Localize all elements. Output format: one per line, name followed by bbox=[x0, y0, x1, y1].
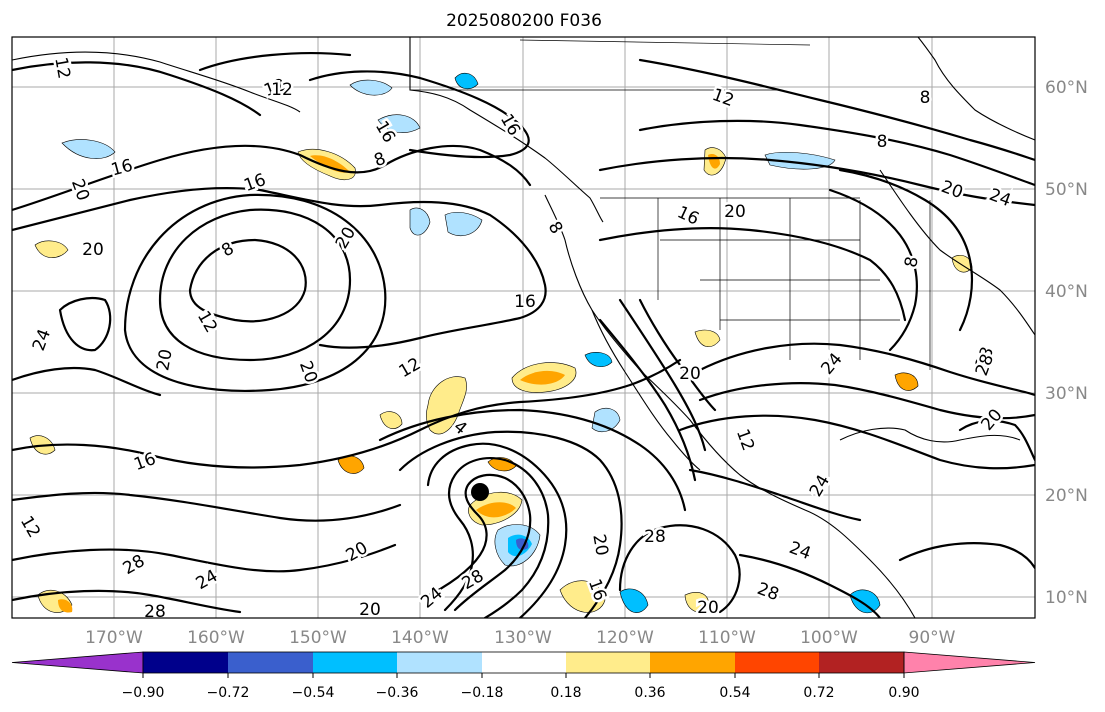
lat-label-10n: 10°N bbox=[1045, 588, 1088, 608]
longitude-labels: 170°W 160°W 150°W 140°W 130°W 120°W 110°… bbox=[85, 628, 956, 648]
colorbar-label: 0.54 bbox=[719, 685, 750, 701]
lon-label-160w: 160°W bbox=[187, 628, 245, 648]
contour-label: 8 bbox=[920, 88, 931, 108]
contour-label: 12 bbox=[50, 56, 73, 81]
lon-label-90w: 90°W bbox=[909, 628, 956, 648]
lon-label-170w: 170°W bbox=[85, 628, 143, 648]
colorbar-label: −0.72 bbox=[207, 685, 250, 701]
contour-label: 28 bbox=[644, 527, 666, 547]
map-title: 2025080200 F036 bbox=[446, 11, 602, 31]
colorbar-segment bbox=[482, 652, 566, 673]
colorbar-extend-low bbox=[11, 651, 144, 674]
lon-label-100w: 100°W bbox=[800, 628, 858, 648]
latitude-labels: 60°N 50°N 40°N 30°N 20°N 10°N bbox=[1045, 78, 1088, 608]
colorbar-segment bbox=[313, 652, 397, 673]
contour-label: 20 bbox=[724, 202, 746, 222]
contour-lines bbox=[12, 52, 1035, 618]
colorbar-label: 0.72 bbox=[803, 685, 834, 701]
colorbar-label: 0.36 bbox=[634, 685, 665, 701]
contour-label: 12 bbox=[271, 80, 293, 100]
colorbar-label: −0.54 bbox=[292, 685, 335, 701]
colorbar-label: −0.90 bbox=[122, 685, 165, 701]
colorbar-label: 0.18 bbox=[550, 685, 581, 701]
contour-label: 8 bbox=[877, 132, 888, 152]
lon-label-140w: 140°W bbox=[391, 628, 449, 648]
contour-label: 16 bbox=[514, 292, 536, 312]
contour-label: 20 bbox=[697, 598, 719, 618]
colorbar-segments bbox=[11, 651, 1036, 674]
colorbar: −0.90 −0.72 −0.54 −0.36 −0.18 0.18 0.36 … bbox=[11, 651, 1036, 701]
colorbar-segment bbox=[819, 652, 904, 673]
colorbar-label: −0.18 bbox=[461, 685, 504, 701]
colorbar-segment bbox=[397, 652, 482, 673]
state-borders bbox=[410, 39, 931, 370]
colorbar-segment bbox=[735, 652, 819, 673]
colorbar-segment bbox=[566, 652, 650, 673]
colorbar-outline bbox=[142, 651, 905, 674]
lat-label-20n: 20°N bbox=[1045, 486, 1088, 506]
lat-label-50n: 50°N bbox=[1045, 180, 1088, 200]
contour-label: 20 bbox=[82, 240, 104, 260]
contour-label: 28 bbox=[144, 602, 166, 622]
lon-label-120w: 120°W bbox=[596, 628, 654, 648]
lat-label-60n: 60°N bbox=[1045, 78, 1088, 98]
colorbar-label: 0.90 bbox=[888, 685, 919, 701]
colorbar-segment bbox=[143, 652, 228, 673]
lat-label-30n: 30°N bbox=[1045, 384, 1088, 404]
lat-label-40n: 40°N bbox=[1045, 282, 1088, 302]
colorbar-extend-high bbox=[903, 651, 1036, 674]
contour-label: 20 bbox=[679, 364, 701, 384]
storm-center-marker bbox=[471, 483, 489, 501]
coastlines bbox=[12, 37, 1035, 618]
colorbar-label: −0.36 bbox=[376, 685, 419, 701]
contour-label: 20 bbox=[359, 600, 381, 620]
lon-label-130w: 130°W bbox=[494, 628, 552, 648]
colorbar-segment bbox=[650, 652, 735, 673]
contour-label: 20 bbox=[588, 533, 611, 558]
contour-label: 20 bbox=[153, 348, 176, 373]
colorbar-ticks bbox=[142, 673, 905, 678]
map-frame bbox=[11, 36, 1036, 619]
lon-label-110w: 110°W bbox=[698, 628, 756, 648]
colorbar-segment bbox=[228, 652, 313, 673]
lon-label-150w: 150°W bbox=[289, 628, 347, 648]
